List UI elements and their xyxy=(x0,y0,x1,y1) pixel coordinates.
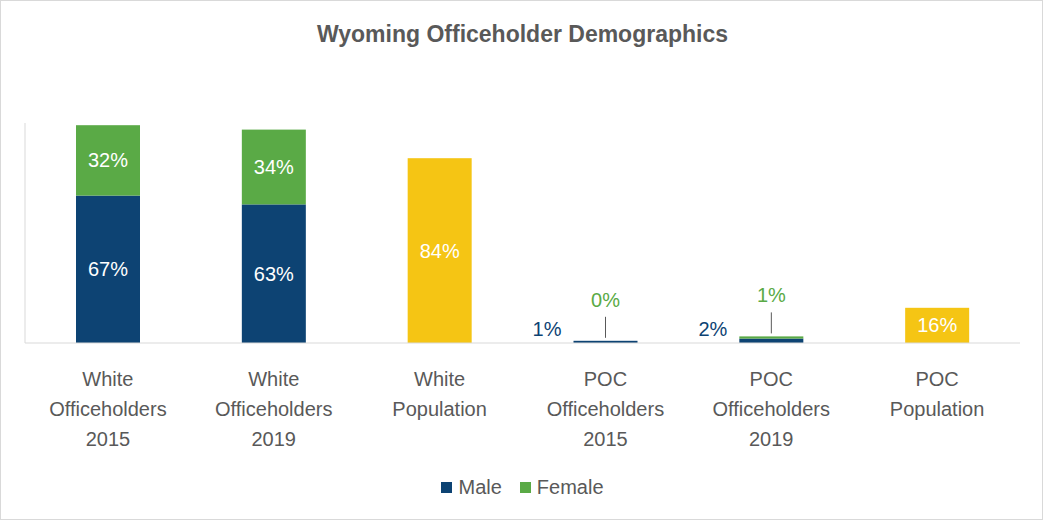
svg-text:1%: 1% xyxy=(533,318,562,340)
svg-text:2%: 2% xyxy=(698,318,727,340)
svg-text:63%: 63% xyxy=(254,263,294,285)
svg-text:WhiteOfficeholders2019: WhiteOfficeholders2019 xyxy=(215,368,332,450)
svg-text:84%: 84% xyxy=(420,240,460,262)
html-text:Female: Female xyxy=(536,476,604,498)
html-text:Male: Male xyxy=(458,476,502,498)
svg-text:POCPopulation: POCPopulation xyxy=(890,368,985,420)
svg-text:WhiteOfficeholders2015: WhiteOfficeholders2015 xyxy=(49,368,166,450)
svg-text:0%: 0% xyxy=(591,289,620,311)
svg-text:WhitePopulation: WhitePopulation xyxy=(392,368,487,420)
svg-text:16%: 16% xyxy=(917,314,957,336)
svg-text:1%: 1% xyxy=(757,284,786,306)
svg-text:POCOfficeholders2019: POCOfficeholders2019 xyxy=(713,368,830,450)
svg-text:34%: 34% xyxy=(254,156,294,178)
svg-text:67%: 67% xyxy=(88,258,128,280)
svg-text:32%: 32% xyxy=(88,149,128,171)
html-text:Wyoming Officeholder Demograph: Wyoming Officeholder Demographics xyxy=(317,21,728,47)
svg-text:POCOfficeholders2015: POCOfficeholders2015 xyxy=(547,368,664,450)
